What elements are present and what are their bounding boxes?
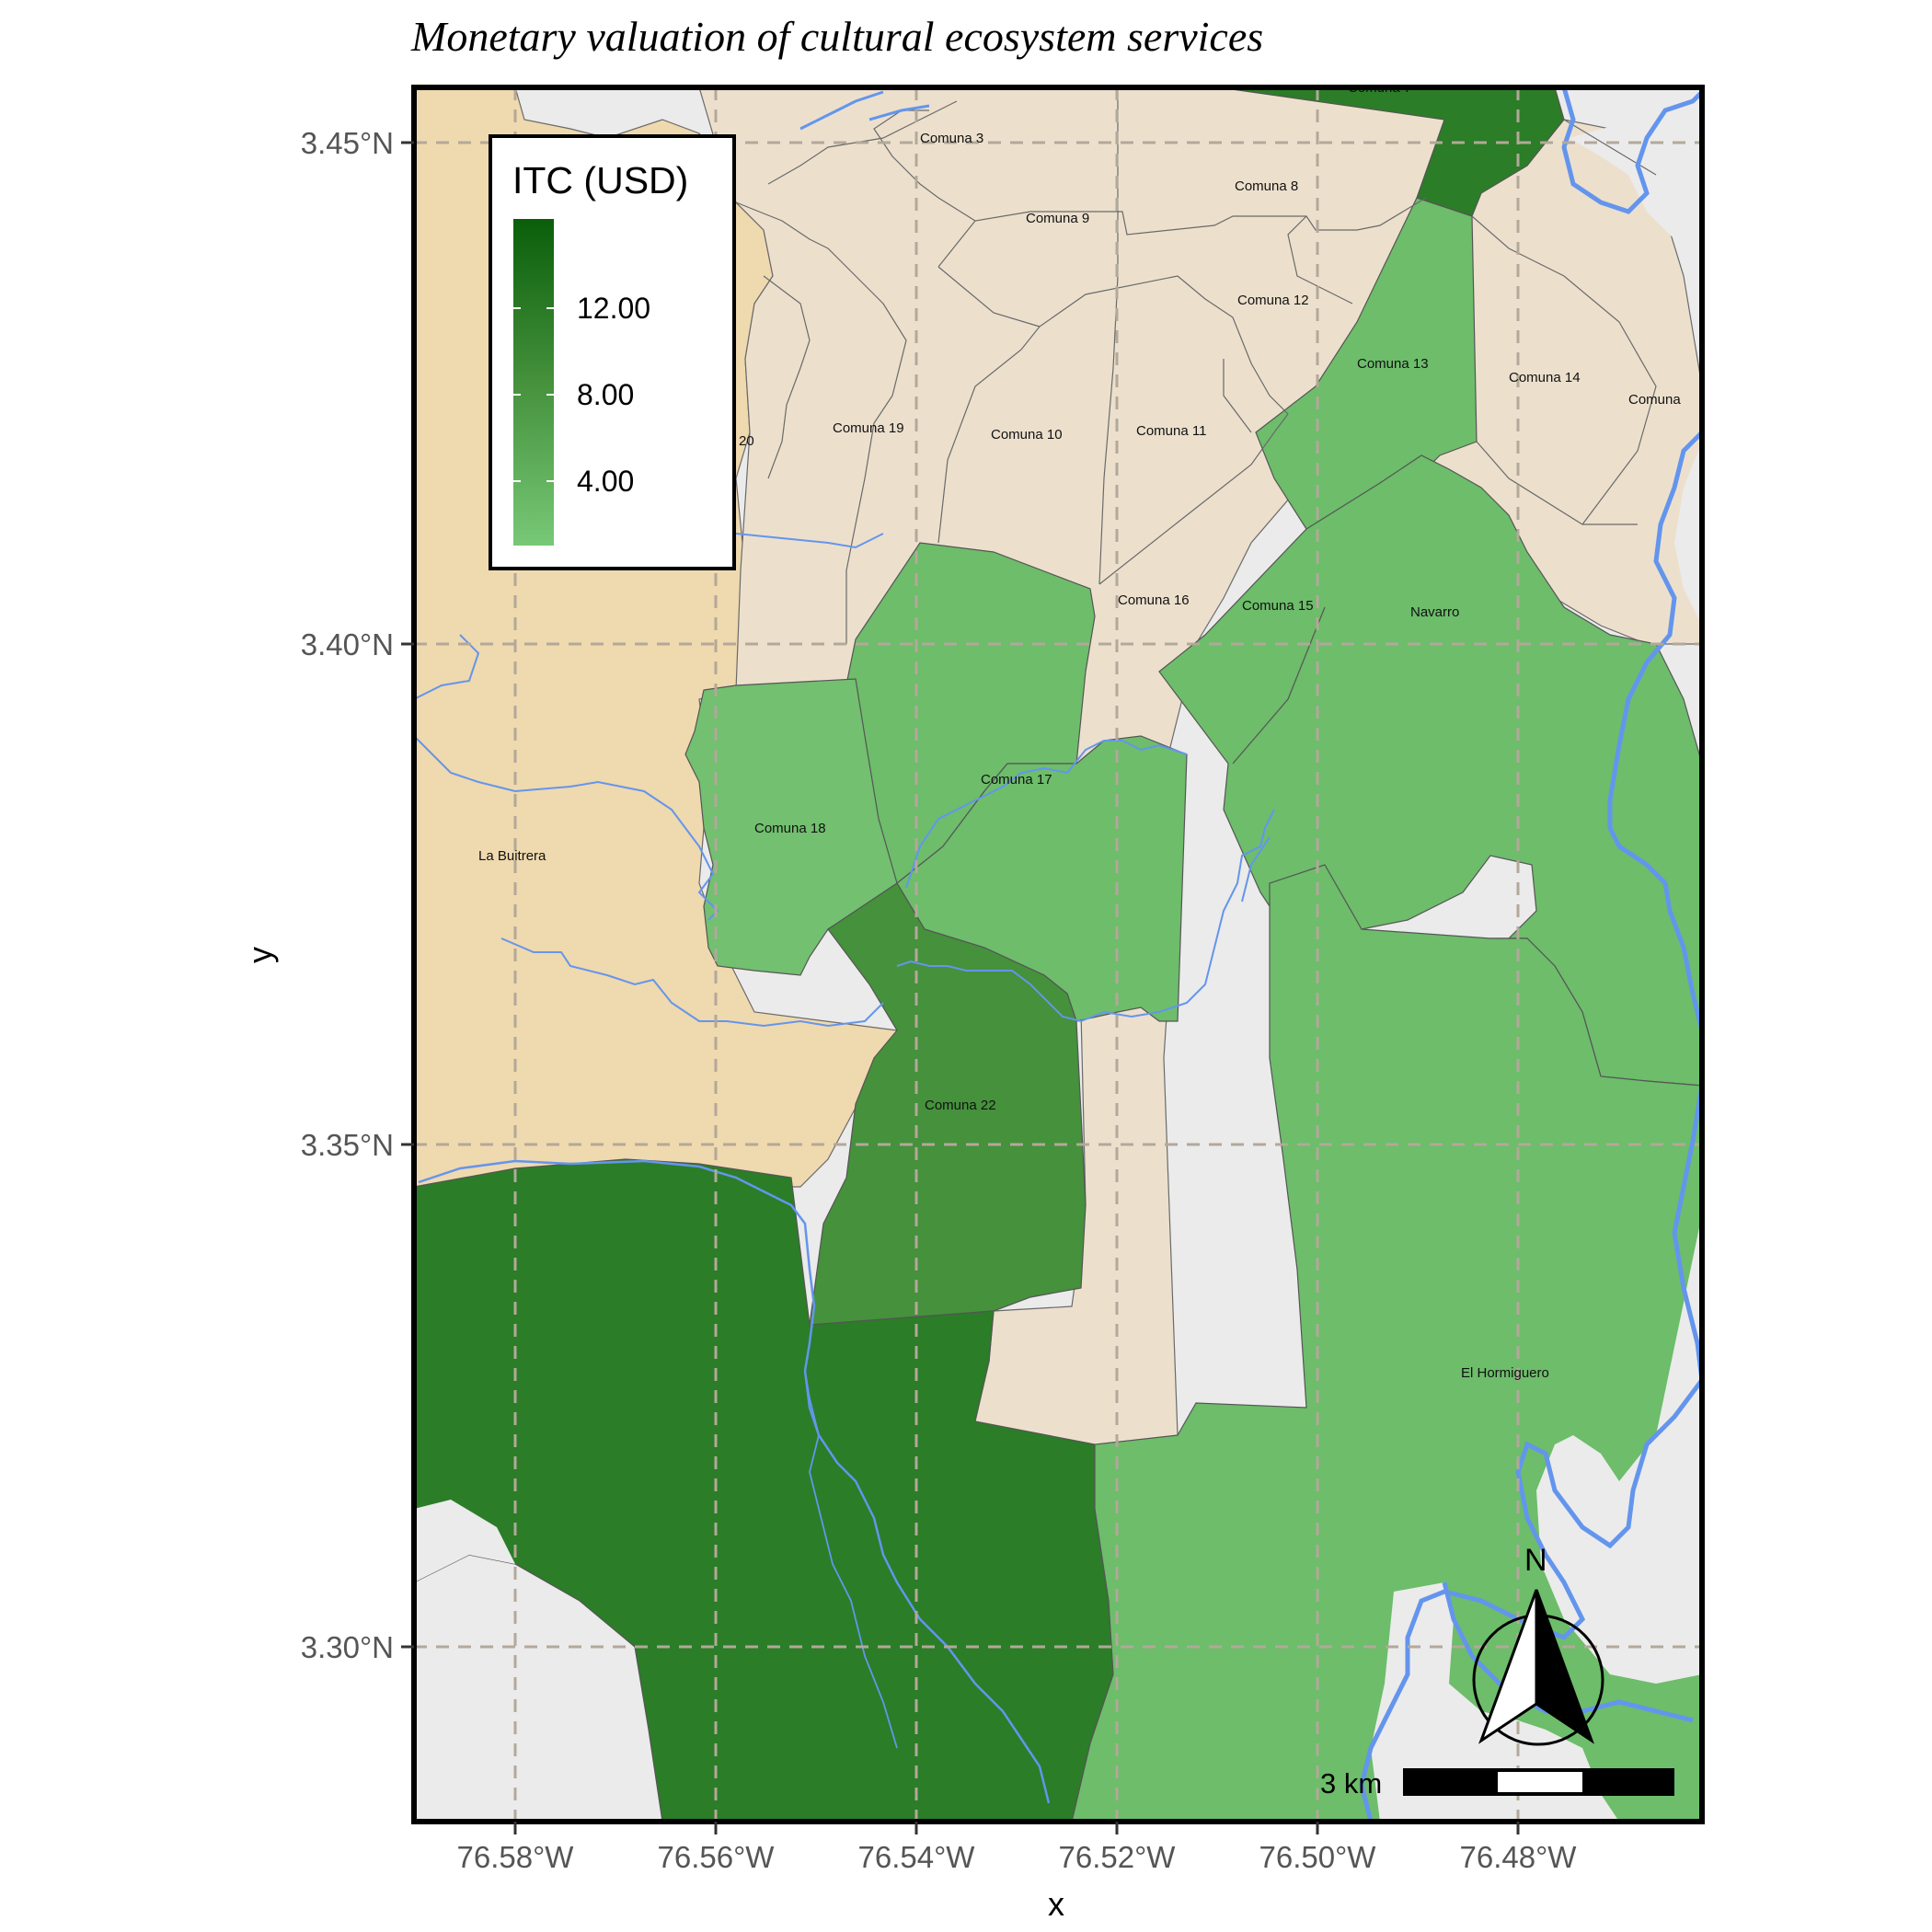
map-panel: Comuna 3 Comuna 7 Comuna 8 Comuna 9 Comu… bbox=[414, 80, 1702, 1822]
label-comuna-16: Comuna 16 bbox=[1118, 592, 1190, 608]
x-tick-label: 76.56°W bbox=[658, 1840, 776, 1874]
x-tick-label: 76.48°W bbox=[1460, 1840, 1578, 1874]
label-comuna-3: Comuna 3 bbox=[920, 131, 983, 146]
y-tick-label: 3.35°N bbox=[301, 1128, 394, 1162]
y-axis-title: y bbox=[241, 947, 279, 963]
label-comuna-13: Comuna 13 bbox=[1357, 356, 1429, 372]
graticule bbox=[414, 87, 1702, 1822]
legend-tick-4: 4.00 bbox=[577, 465, 634, 498]
map-title: Monetary valuation of cultural ecosystem… bbox=[410, 13, 1263, 60]
label-comuna-19: Comuna 19 bbox=[833, 420, 904, 436]
border-comuna-15 bbox=[1232, 606, 1326, 765]
label-comuna-20: 20 bbox=[739, 433, 754, 449]
grey-river-plain-south bbox=[1371, 1582, 1619, 1822]
north-arrow-label: N bbox=[1524, 1543, 1547, 1578]
grey-river-plain-mid bbox=[1674, 442, 1702, 626]
x-tick-label: 76.58°W bbox=[457, 1840, 575, 1874]
legend-tick-8: 8.00 bbox=[577, 378, 634, 411]
region-comuna-22 bbox=[809, 882, 1087, 1326]
y-tick-label: 3.30°N bbox=[301, 1630, 394, 1664]
label-comuna-11: Comuna 11 bbox=[1136, 423, 1206, 439]
north-arrow-icon: N bbox=[1472, 1543, 1604, 1746]
region-el-hormiguero bbox=[1071, 864, 1702, 1822]
label-comuna-9: Comuna 9 bbox=[1026, 211, 1089, 226]
region-labels: Comuna 3 Comuna 7 Comuna 8 Comuna 9 Comu… bbox=[478, 80, 1681, 1381]
label-comuna-10: Comuna 10 bbox=[991, 427, 1063, 443]
y-axis: 3.45°N 3.40°N 3.35°N 3.30°N y bbox=[241, 126, 414, 1664]
scale-bar: 3 km bbox=[1320, 1767, 1674, 1800]
label-comuna-8: Comuna 8 bbox=[1235, 178, 1298, 194]
label-comuna-18: Comuna 18 bbox=[754, 821, 826, 836]
label-comuna-7: Comuna 7 bbox=[1348, 80, 1411, 96]
label-el-hormiguero: El Hormiguero bbox=[1461, 1365, 1549, 1381]
y-tick-label: 3.40°N bbox=[301, 627, 394, 661]
x-tick-label: 76.52°W bbox=[1059, 1840, 1177, 1874]
label-comuna-edge: Comuna bbox=[1628, 392, 1681, 408]
label-la-buitrera: La Buitrera bbox=[478, 848, 546, 864]
grey-river-plain-east bbox=[1536, 1214, 1702, 1684]
region-comuna-7 bbox=[1218, 87, 1565, 217]
label-navarro: Navarro bbox=[1410, 604, 1459, 620]
legend-colorbar bbox=[513, 219, 554, 546]
grey-river-plain-north bbox=[1569, 124, 1702, 267]
legend-tick-12: 12.00 bbox=[577, 292, 650, 325]
x-tick-label: 76.54°W bbox=[858, 1840, 976, 1874]
panel-border bbox=[411, 85, 1705, 1824]
legend: ITC (USD) 12.00 8.00 4.00 bbox=[489, 134, 736, 570]
region-comuna-18 bbox=[684, 678, 898, 976]
scale-bar-label: 3 km bbox=[1320, 1767, 1382, 1800]
x-axis-title: x bbox=[1048, 1885, 1064, 1923]
label-comuna-14: Comuna 14 bbox=[1509, 370, 1581, 385]
legend-title: ITC (USD) bbox=[512, 159, 688, 201]
scale-bar-segment bbox=[1498, 1772, 1582, 1792]
label-comuna-15: Comuna 15 bbox=[1242, 598, 1314, 614]
grey-river-plain-southwest bbox=[414, 1500, 515, 1582]
label-comuna-22: Comuna 22 bbox=[925, 1098, 996, 1113]
label-comuna-12: Comuna 12 bbox=[1237, 293, 1309, 308]
label-comuna-17: Comuna 17 bbox=[981, 772, 1052, 788]
y-tick-label: 3.45°N bbox=[301, 126, 394, 160]
x-tick-label: 76.50°W bbox=[1259, 1840, 1377, 1874]
x-axis: 76.58°W 76.56°W 76.54°W 76.52°W 76.50°W … bbox=[457, 1822, 1578, 1923]
